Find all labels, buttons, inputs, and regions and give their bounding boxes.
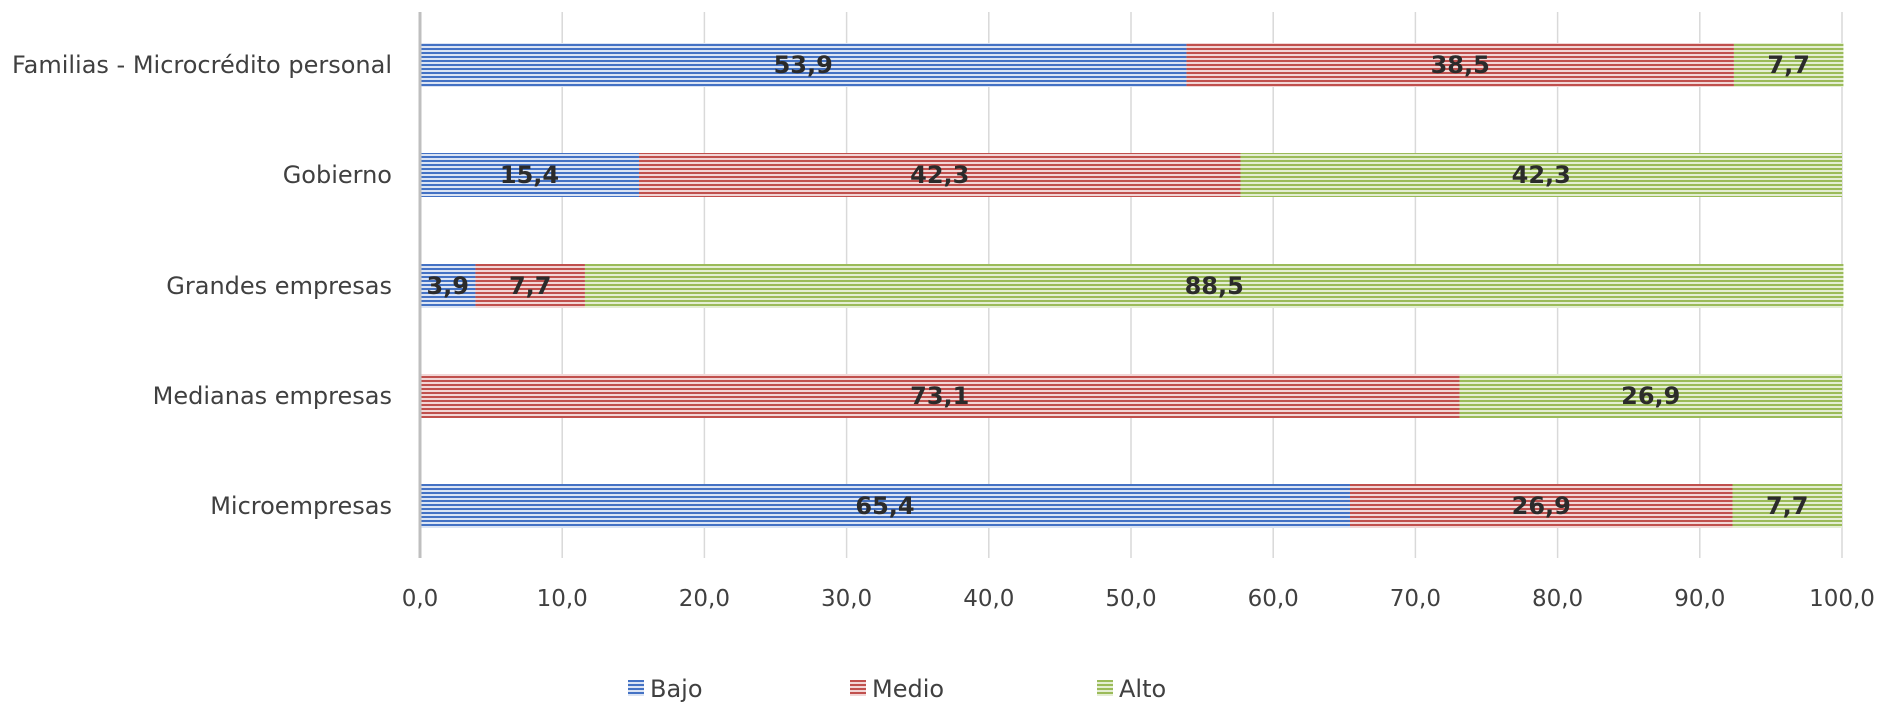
bar-bajo bbox=[420, 153, 639, 197]
data-label: 38,5 bbox=[1431, 51, 1490, 79]
x-tick-label: 60,0 bbox=[1248, 586, 1299, 612]
bar-alto bbox=[584, 264, 1844, 308]
data-label: 73,1 bbox=[910, 382, 969, 410]
bar-medio bbox=[1349, 484, 1733, 528]
legend-swatch-alto bbox=[1097, 680, 1113, 696]
data-labels: 53,9 38,5 7,7 15,4 42,3 42,3 3,9 7,7 88,5 73,1 26,… bbox=[426, 51, 1809, 520]
category-label: Medianas empresas bbox=[153, 382, 392, 410]
category-label: Grandes empresas bbox=[166, 272, 392, 300]
data-label: 15,4 bbox=[500, 161, 559, 189]
data-label: 42,3 bbox=[1512, 161, 1571, 189]
data-label: 88,5 bbox=[1185, 272, 1244, 300]
legend-label: Medio bbox=[872, 675, 944, 703]
x-tick-label: 50,0 bbox=[1105, 586, 1156, 612]
category-label: Gobierno bbox=[283, 161, 392, 189]
legend: Bajo Medio Alto bbox=[628, 675, 1166, 703]
legend-swatch-medio bbox=[850, 680, 866, 696]
x-tick-label: 30,0 bbox=[821, 586, 872, 612]
data-label: 3,9 bbox=[426, 272, 469, 300]
bar-medio bbox=[420, 374, 1460, 418]
data-label: 7,7 bbox=[1766, 492, 1809, 520]
x-tick-label: 20,0 bbox=[679, 586, 730, 612]
category-label: Microempresas bbox=[210, 492, 392, 520]
bar-alto bbox=[1459, 374, 1842, 418]
bar-bajo bbox=[420, 484, 1350, 528]
x-tick-label: 70,0 bbox=[1390, 586, 1441, 612]
data-label: 65,4 bbox=[855, 492, 914, 520]
data-label: 7,7 bbox=[1767, 51, 1810, 79]
data-label: 42,3 bbox=[910, 161, 969, 189]
legend-label: Alto bbox=[1119, 675, 1166, 703]
x-tick-label: 90,0 bbox=[1674, 586, 1725, 612]
x-tick-label: 0,0 bbox=[402, 586, 439, 612]
data-label: 7,7 bbox=[509, 272, 552, 300]
bar-medio bbox=[475, 264, 585, 308]
bar-medio bbox=[638, 153, 1241, 197]
bar-alto bbox=[1732, 484, 1842, 528]
data-label: 26,9 bbox=[1621, 382, 1680, 410]
legend-label: Bajo bbox=[650, 675, 703, 703]
bar-bajo bbox=[420, 43, 1187, 87]
bar-bajo bbox=[420, 264, 476, 308]
bars bbox=[420, 43, 1844, 528]
x-tick-label: 40,0 bbox=[963, 586, 1014, 612]
x-axis-tick-labels: 0,0 10,0 20,0 30,0 40,0 50,0 60,0 70,0 80,0 90,0 1… bbox=[402, 586, 1875, 612]
bar-medio bbox=[1186, 43, 1734, 87]
x-tick-label: 80,0 bbox=[1532, 586, 1583, 612]
legend-swatch-bajo bbox=[628, 680, 644, 696]
data-label: 26,9 bbox=[1512, 492, 1571, 520]
category-label: Familias - Microcrédito personal bbox=[12, 51, 392, 79]
bar-alto bbox=[1240, 153, 1842, 197]
bar-alto bbox=[1733, 43, 1844, 87]
x-tick-label: 100,0 bbox=[1809, 586, 1875, 612]
x-tick-label: 10,0 bbox=[537, 586, 588, 612]
category-labels: Familias - Microcrédito personal Gobierno… bbox=[12, 51, 392, 520]
data-label: 53,9 bbox=[774, 51, 833, 79]
